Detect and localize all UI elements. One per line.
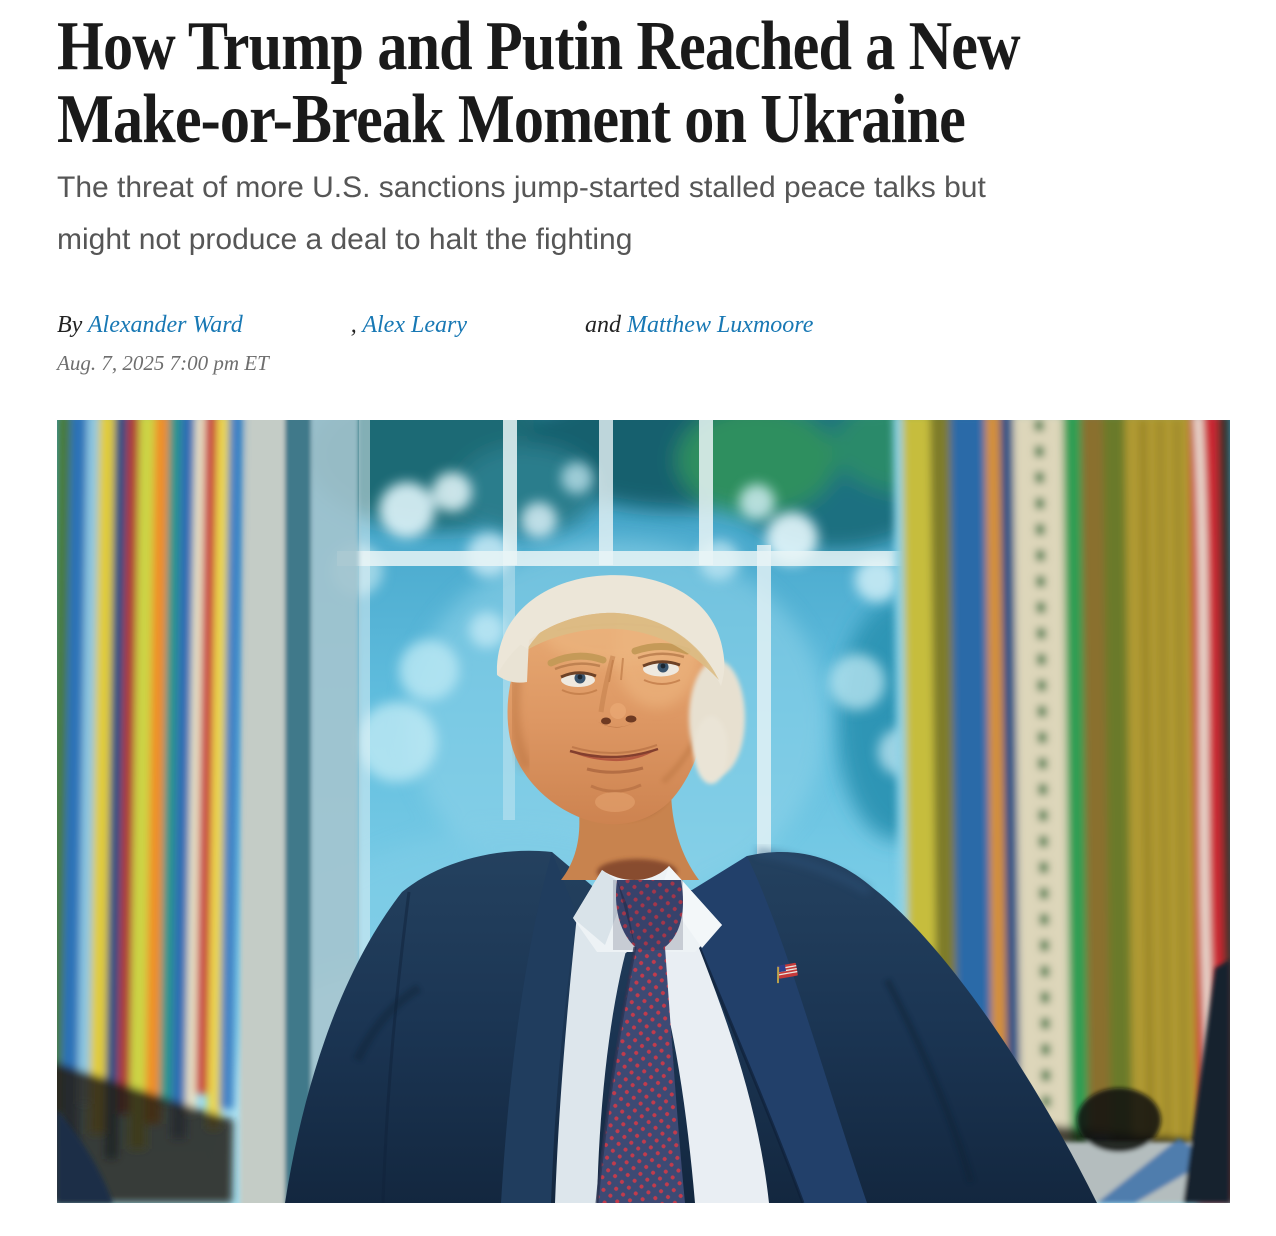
mouth	[569, 744, 659, 774]
wall-strips	[240, 420, 359, 1203]
right-eye	[637, 652, 685, 685]
head	[496, 575, 745, 825]
byline-prefix: By	[57, 312, 88, 338]
chin-crease	[590, 783, 642, 793]
headline-line-2: Make-or-Break Moment on Ukraine	[57, 81, 966, 158]
page-title: How Trump and Putin Reached a New Make-o…	[57, 10, 1231, 156]
subhead-line-1: The threat of more U.S. sanctions jump-s…	[57, 171, 986, 204]
hair	[496, 575, 745, 784]
flag-pin-icon	[776, 962, 798, 984]
tie-body	[597, 947, 685, 1203]
tie	[595, 880, 685, 1203]
subhead-line-2: might not produce a deal to halt the fig…	[57, 223, 633, 256]
left-lapel	[501, 852, 577, 1203]
article-subhead: The threat of more U.S. sanctions jump-s…	[57, 162, 1187, 266]
headline-line-1: How Trump and Putin Reached a New	[57, 8, 1021, 85]
shirt-left-strip	[555, 915, 629, 1203]
author-link-alex-leary[interactable]: Alex Leary	[362, 312, 467, 338]
author-link-alexander-ward[interactable]: Alexander Ward	[87, 312, 243, 338]
nose	[595, 655, 641, 728]
author-link-matthew-luxmoore[interactable]: Matthew Luxmoore	[626, 312, 814, 338]
neck	[561, 788, 699, 880]
suit-shading	[352, 847, 975, 1203]
article-page: How Trump and Putin Reached a New Make-o…	[0, 10, 1276, 1203]
tie-knot	[615, 880, 684, 947]
trump-figure	[285, 575, 1097, 1203]
byline-conjunction: and	[584, 312, 627, 338]
trump-oval-office-photo	[57, 420, 1230, 1203]
article-timestamp: Aug. 7, 2025 7:00 pm ET	[57, 351, 269, 375]
left-eye	[554, 662, 601, 695]
shirt	[577, 898, 769, 1203]
bystander-shoulder	[57, 1110, 113, 1203]
hero-image	[57, 420, 1230, 1203]
byline-comma: ,	[350, 312, 363, 338]
left-eyebrow	[547, 652, 607, 667]
left-streamers	[57, 420, 244, 1203]
right-lapel	[679, 856, 867, 1203]
byline: By Alexander Ward, Alex Leary and Matthew…	[57, 312, 1276, 339]
